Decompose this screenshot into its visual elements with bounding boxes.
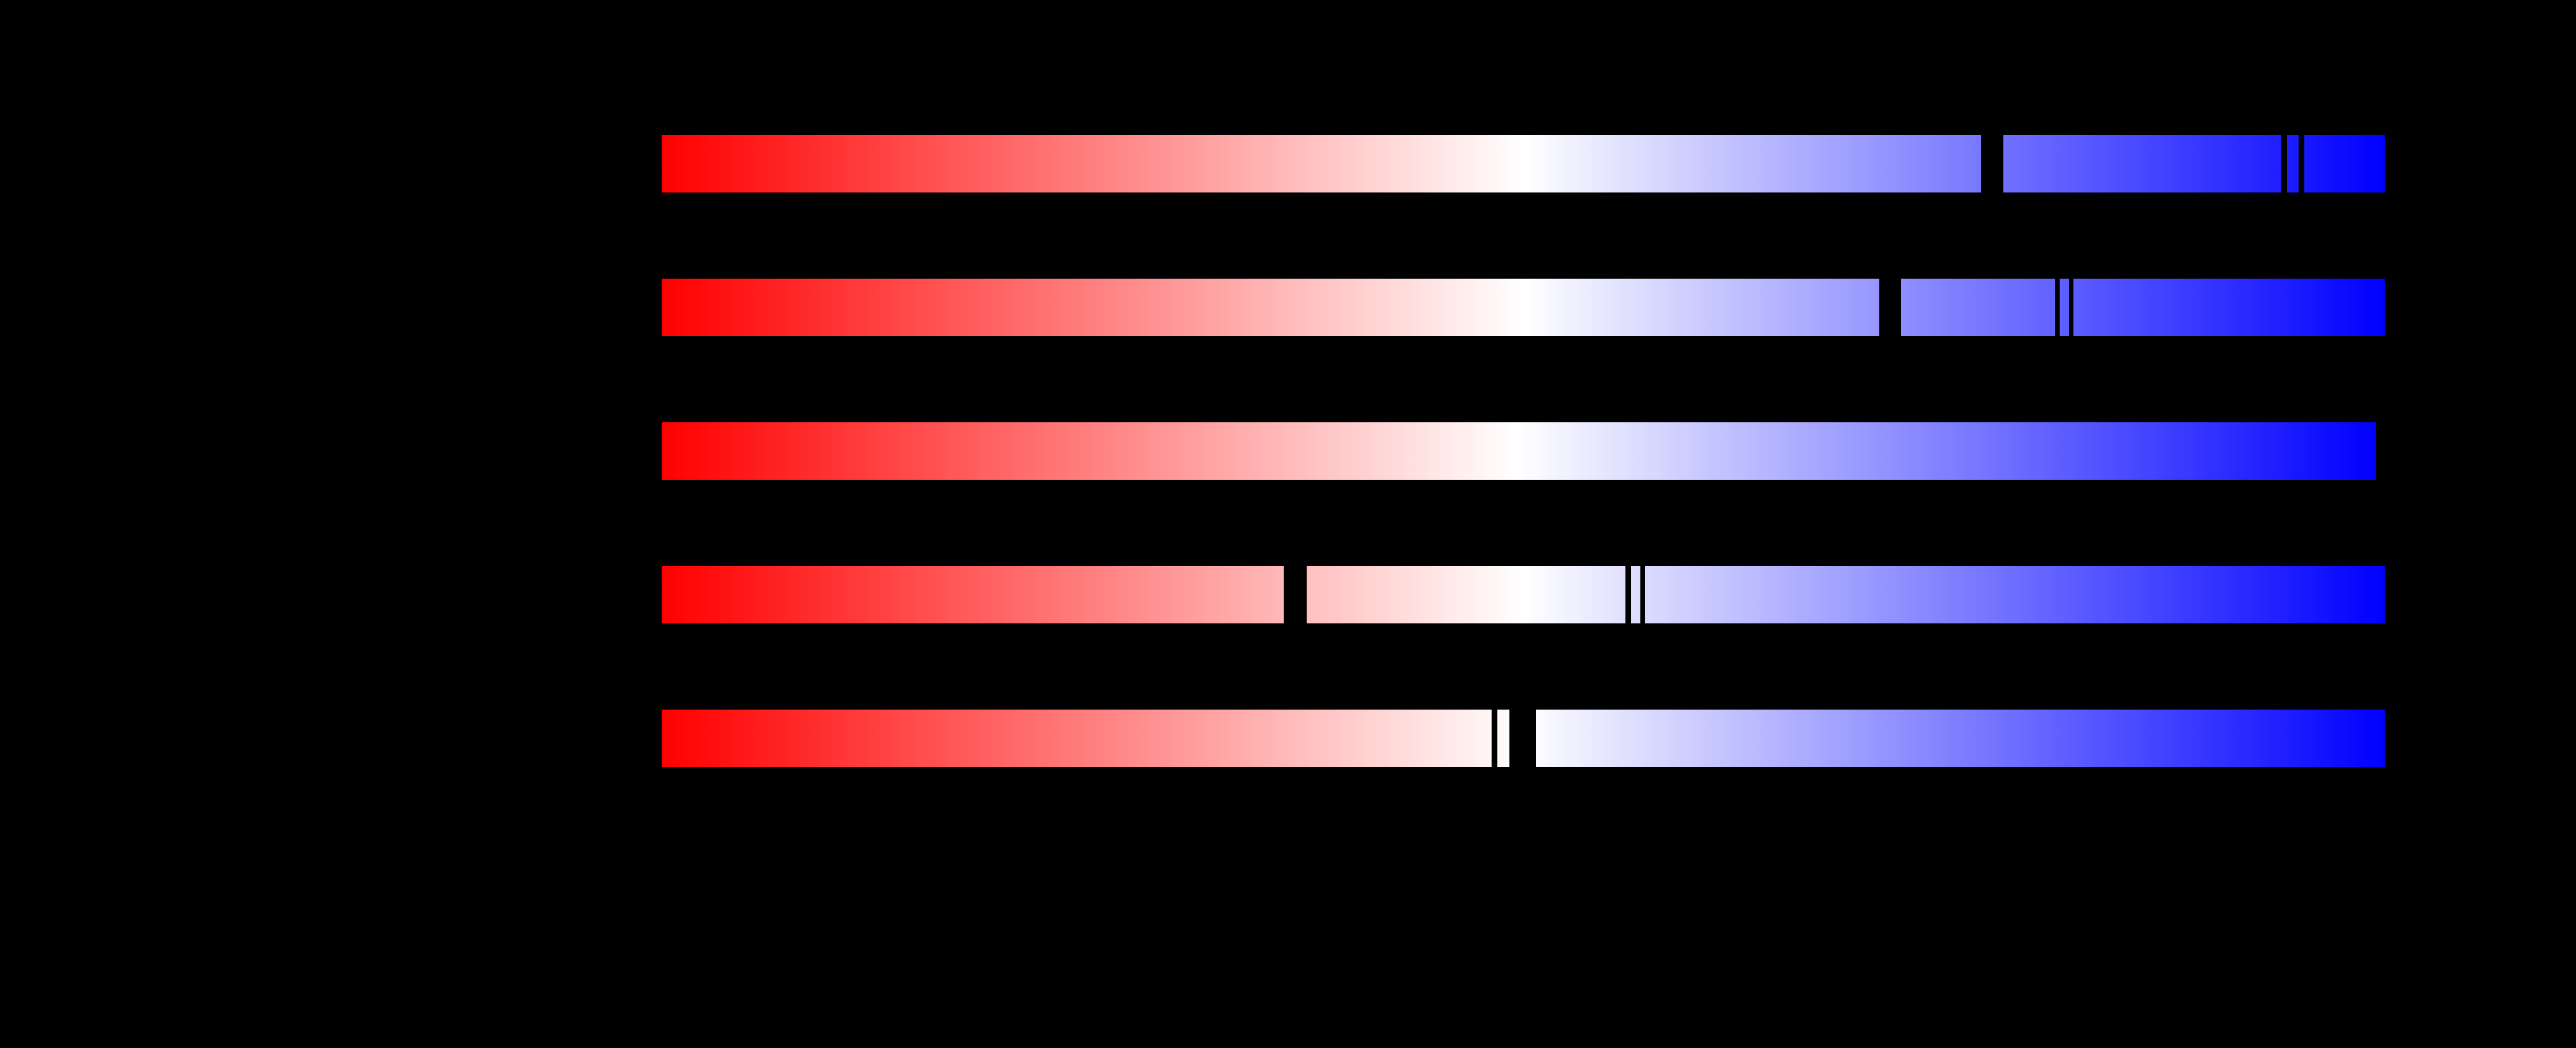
segment-gap-wide	[1981, 135, 2003, 192]
segment-gap-thin	[2299, 135, 2304, 192]
segment-gap-thin	[2055, 279, 2060, 336]
segment-gap-thin	[1625, 566, 1631, 623]
gradient-bar-5	[662, 710, 2385, 767]
segment-gap-wide	[1879, 279, 1901, 336]
segment-gap-wide	[1509, 710, 1536, 767]
segment-gap-thin	[2069, 279, 2073, 336]
segment-gap-thin	[1492, 710, 1497, 767]
segment-gap-wide	[1284, 566, 1307, 623]
gradient-bar-2	[662, 279, 2385, 336]
gradient-bar-3	[662, 422, 2376, 480]
gradient-bar-4	[662, 566, 2385, 623]
segment-gap-thin	[1640, 566, 1645, 623]
gradient-bar-1	[662, 135, 2385, 192]
segment-gap-thin	[2281, 135, 2287, 192]
